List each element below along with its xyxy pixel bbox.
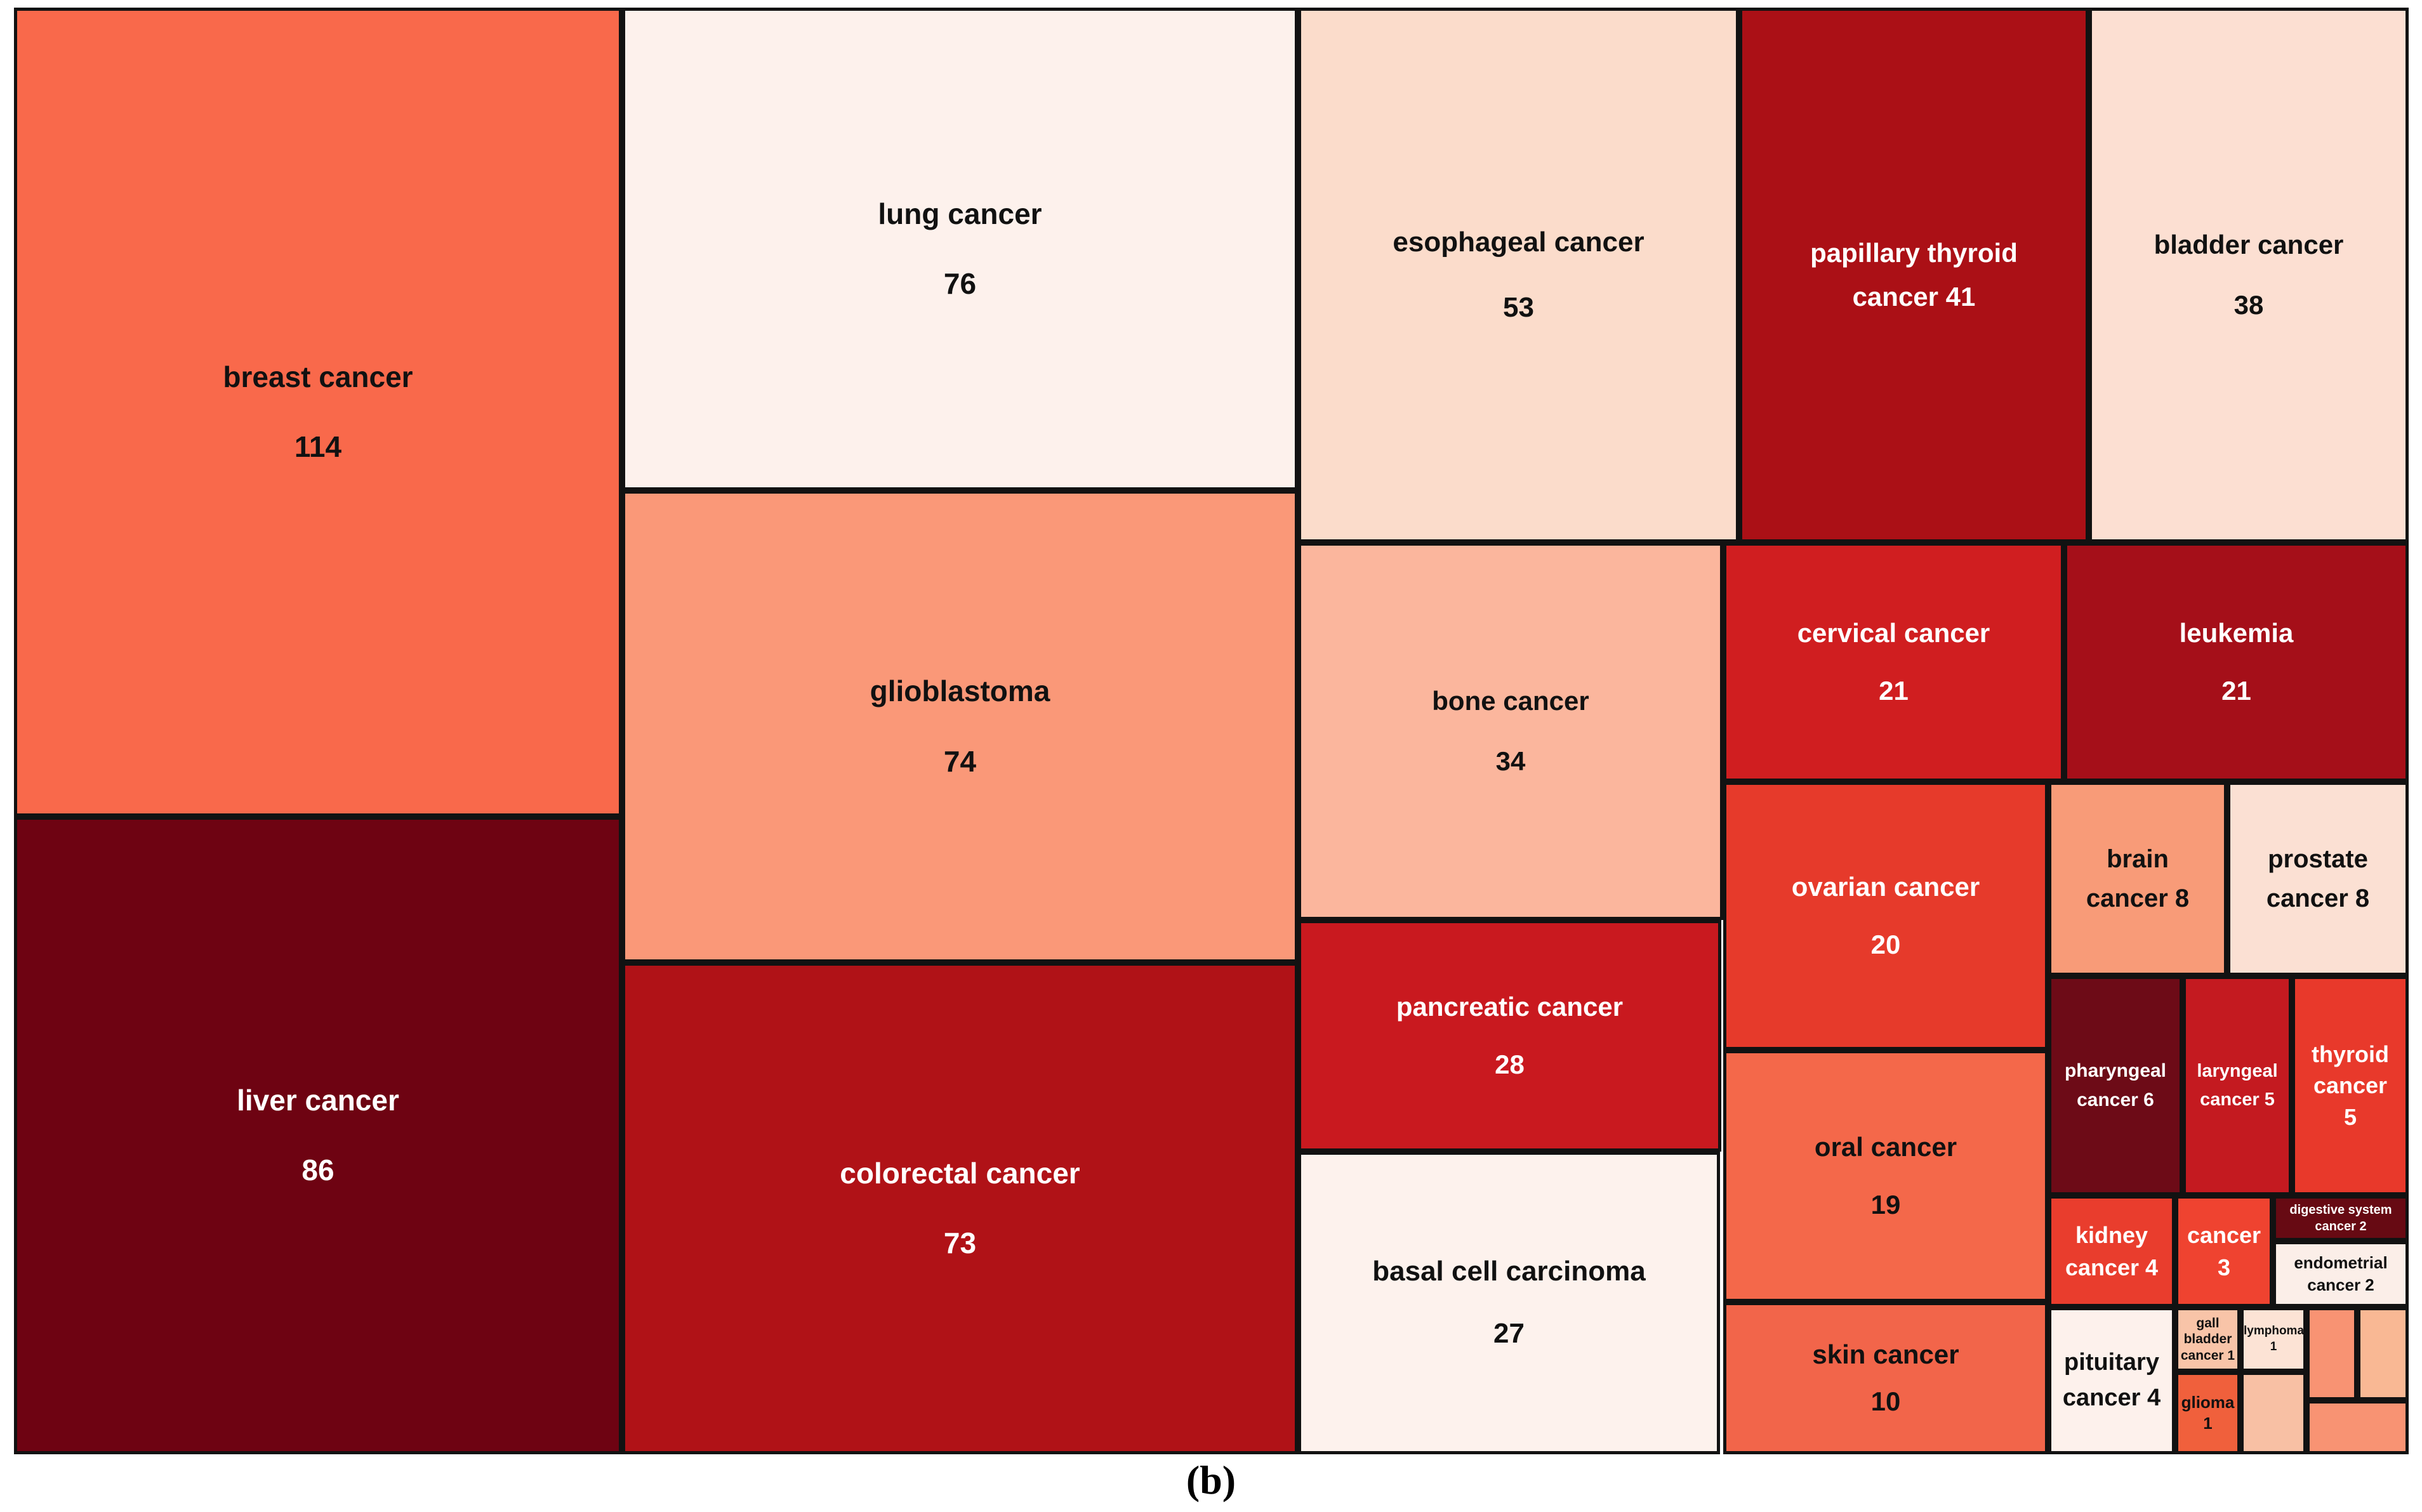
cell-label-line: 1	[2203, 1414, 2213, 1433]
treemap-cell-digestive-system-cancer: digestive system cancer 2	[2273, 1195, 2409, 1241]
cell-label-line: endometrial	[2294, 1252, 2388, 1272]
cell-label-line: skin cancer	[1812, 1339, 1959, 1369]
treemap-cell-laryngeal-cancer: laryngeal cancer 5	[2183, 976, 2292, 1195]
treemap-cell-gall-bladder-cancer: gall bladder cancer 1	[2175, 1307, 2240, 1372]
cell-label-line: kidney	[2075, 1221, 2148, 1248]
treemap-cell-unlabeled-1	[2240, 1372, 2306, 1454]
cell-label-line: 3	[2217, 1254, 2231, 1280]
treemap-cell-glioma: glioma 1	[2175, 1372, 2240, 1454]
cell-label-line: cancer 8	[2086, 884, 2190, 912]
cell-label-line: bladder	[2183, 1332, 2232, 1347]
cell-label-line: pituitary	[2064, 1349, 2159, 1376]
treemap-cell-thyroid-cancer: thyroid cancer 5	[2292, 976, 2409, 1195]
cell-label-line: digestive system	[2289, 1203, 2392, 1217]
cell-label-line: cancer	[2187, 1221, 2261, 1248]
cell-label-line: 74	[943, 744, 977, 778]
cell-label-line: 28	[1495, 1049, 1525, 1079]
cell-label-line: 19	[1870, 1189, 1901, 1219]
cell-label-line: 76	[943, 267, 977, 300]
cell-label-line: bone cancer	[1432, 685, 1589, 716]
cell-label-line: 114	[294, 430, 342, 463]
treemap-cell-unlabeled-3	[2357, 1307, 2409, 1400]
cell-label-line: breast cancer	[223, 360, 413, 393]
cell-label-line: prostate	[2268, 845, 2368, 873]
cell-label-line: pharyngeal	[2064, 1060, 2167, 1081]
cell-label-line: leukemia	[2179, 618, 2294, 648]
cell-label-line: cancer 6	[2077, 1089, 2154, 1110]
treemap-cell-pancreatic-cancer: pancreatic cancer 28	[1298, 920, 1721, 1152]
cell-label-line: brain	[2107, 845, 2169, 873]
cell-label-line: 34	[1495, 746, 1526, 776]
cell-label-line: cervical cancer	[1797, 618, 1990, 648]
treemap-cell-glioblastoma: glioblastoma 74	[622, 490, 1298, 963]
treemap-cell-colorectal-cancer: colorectal cancer 73	[622, 963, 1298, 1454]
treemap-cell-unlabeled-2	[2306, 1307, 2357, 1400]
cell-label-line: colorectal cancer	[840, 1156, 1080, 1190]
treemap-cell-bladder-cancer: bladder cancer 38	[2089, 8, 2409, 542]
treemap-cell-cervical-cancer: cervical cancer 21	[1723, 542, 2064, 782]
cell-label-line: cancer 8	[2266, 884, 2370, 912]
cell-label-line: 86	[301, 1154, 334, 1187]
cell-label-line: ovarian cancer	[1791, 872, 1980, 902]
cell-label-line: papillary thyroid	[1810, 238, 2018, 268]
cell-label-line: 38	[2233, 290, 2264, 320]
cell-label-line: gall	[2196, 1316, 2220, 1331]
cell-label-line: 20	[1870, 929, 1901, 959]
treemap-cell-esophageal-cancer: esophageal cancer 53	[1298, 8, 1739, 542]
cell-label-line: glioma	[2181, 1392, 2235, 1412]
cell-label-line: lung cancer	[878, 197, 1042, 230]
treemap-cell-oral-cancer: oral cancer 19	[1723, 1050, 2048, 1302]
cell-label-line: 1	[2270, 1340, 2277, 1353]
cell-label-line: lymphoma	[2244, 1324, 2305, 1338]
cell-label-line: cancer 5	[2200, 1089, 2275, 1110]
cell-label-line: cancer 1	[2180, 1348, 2235, 1363]
treemap-cell-endometrial-cancer: endometrial cancer 2	[2273, 1241, 2409, 1307]
cell-label-line: bladder cancer	[2154, 229, 2344, 260]
cell-label-line: 5	[2343, 1103, 2357, 1130]
treemap-cell-brain-cancer: brain cancer 8	[2048, 782, 2227, 976]
cell-label-line: liver cancer	[237, 1083, 399, 1117]
cell-label-line: esophageal cancer	[1393, 226, 1644, 258]
cell-label-line: cancer 4	[2062, 1384, 2161, 1411]
cell-label-line: cancer 4	[2065, 1254, 2159, 1280]
cell-label-line: cancer 2	[2307, 1275, 2374, 1294]
cell-label-line: basal cell carcinoma	[1372, 1256, 1646, 1287]
treemap-cell-breast-cancer: breast cancer 114	[14, 8, 622, 817]
treemap-cell-ovarian-cancer: ovarian cancer 20	[1723, 782, 2048, 1050]
cell-label-line: oral cancer	[1814, 1132, 1957, 1162]
figure-caption: (b)	[1186, 1457, 1236, 1502]
treemap-cell-prostate-cancer: prostate cancer 8	[2227, 782, 2409, 976]
cell-label-line: 73	[943, 1226, 977, 1259]
treemap-cell-lung-cancer: lung cancer 76	[622, 8, 1298, 490]
treemap-cell-liver-cancer: liver cancer 86	[14, 817, 622, 1454]
treemap-cell-leukemia: leukemia 21	[2064, 542, 2409, 782]
treemap-cell-papillary-thyroid-cancer: papillary thyroid cancer 41	[1739, 8, 2089, 542]
treemap-cell-cancer: cancer 3	[2175, 1195, 2273, 1307]
cell-label-line: 53	[1503, 291, 1534, 323]
treemap-cell-lymphoma: lymphoma 1	[2240, 1307, 2306, 1372]
cell-label-line: 21	[2221, 675, 2251, 706]
cell-label-line: pancreatic cancer	[1396, 992, 1624, 1022]
treemap-cell-bone-cancer: bone cancer 34	[1298, 542, 1723, 920]
treemap-cell-kidney-cancer: kidney cancer 4	[2048, 1195, 2175, 1307]
treemap-cell-pituitary-cancer: pituitary cancer 4	[2048, 1307, 2175, 1454]
cell-label-line: thyroid	[2312, 1041, 2389, 1068]
treemap-cell-pharyngeal-cancer: pharyngeal cancer 6	[2048, 976, 2183, 1195]
treemap-cell-basal-cell-carcinoma: basal cell carcinoma 27	[1298, 1152, 1720, 1454]
cell-label-line: cancer	[2313, 1072, 2388, 1099]
treemap-cell-unlabeled-4	[2306, 1400, 2409, 1454]
cell-label-line: glioblastoma	[870, 674, 1050, 708]
cell-label-line: cancer 41	[1852, 281, 1976, 312]
treemap-cell-skin-cancer: skin cancer 10	[1723, 1302, 2048, 1454]
cell-label-line: 21	[1879, 675, 1909, 706]
cell-label-line: 27	[1493, 1318, 1525, 1349]
cell-label-line: 10	[1870, 1386, 1901, 1416]
cell-label-line: laryngeal	[2197, 1061, 2278, 1082]
cell-label-line: cancer 2	[2315, 1219, 2367, 1233]
